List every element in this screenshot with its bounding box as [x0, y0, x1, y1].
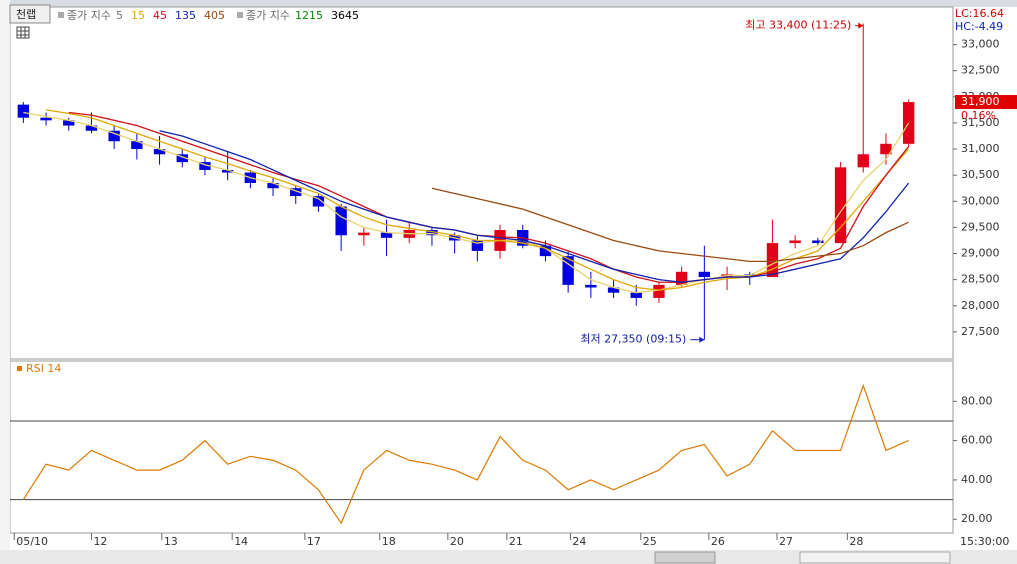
candle-body	[290, 188, 302, 197]
legend-group-label: 종가 지수	[67, 9, 111, 22]
y-tick-label: 30,000	[961, 194, 1000, 207]
candle-body	[607, 287, 620, 293]
x-tick-label: 27	[779, 535, 793, 548]
y-tick-label: 29,000	[961, 247, 1000, 260]
y-tick-label: 80.00	[961, 394, 993, 407]
y-tick-label: 30,500	[961, 168, 1000, 181]
moving-average	[431, 187, 909, 263]
left-margin	[0, 0, 10, 564]
candle-body	[766, 243, 779, 278]
candle-body	[880, 143, 892, 155]
candle-body	[335, 206, 347, 236]
y-tick-label: 60.00	[961, 434, 993, 447]
candle-body	[789, 240, 801, 244]
candle-body	[199, 162, 211, 170]
tag: 천랩	[16, 7, 36, 21]
candle-body	[85, 125, 98, 131]
legend-entry: 3645	[331, 9, 359, 22]
candle-body	[131, 141, 143, 150]
candle-body	[675, 271, 688, 285]
y-tick-label: 33,000	[961, 38, 1000, 51]
scrollbar[interactable]	[0, 550, 1017, 564]
legend-entry: 5	[116, 9, 123, 22]
rsi-label: RSI 14	[26, 362, 61, 375]
candle-body	[562, 256, 574, 285]
candle-body	[63, 120, 75, 126]
candle-body	[834, 167, 847, 244]
y-tick-label: 28,500	[961, 273, 1000, 286]
rsi-line	[22, 383, 909, 525]
change-label: 0.16%	[961, 109, 996, 122]
high-arrowhead	[858, 22, 864, 29]
x-tick-label: 14	[234, 535, 248, 548]
tag-box[interactable]	[9, 4, 51, 24]
x-tick-label: 21	[509, 535, 523, 548]
candle-body	[471, 240, 484, 251]
lc-label: LC:16.64	[955, 7, 1004, 20]
candle-body	[653, 284, 665, 298]
y-tick-label: 20.00	[961, 512, 993, 525]
x-tick-label: 25	[643, 535, 657, 548]
candle-body	[812, 240, 824, 244]
candle-body	[17, 104, 30, 118]
current-price: 31,900	[961, 95, 1000, 108]
y-tick-label: 32,500	[961, 64, 1000, 77]
x-tick-label: 17	[307, 535, 321, 548]
candle-body	[698, 271, 711, 278]
candle-body	[630, 292, 642, 298]
moving-average	[23, 111, 910, 294]
x-tick-label: 12	[93, 535, 107, 548]
y-tick-label: 27,500	[961, 325, 1000, 338]
candle-body	[426, 230, 438, 236]
grid-icon[interactable]	[16, 26, 30, 39]
x-tick-label: 13	[164, 535, 178, 548]
hc-label: HC:-4.49	[955, 20, 1003, 33]
candle-body	[153, 149, 166, 155]
y-tick-label: 29,500	[961, 220, 1000, 233]
top-strip	[0, 0, 1017, 7]
candle-body	[221, 169, 234, 173]
x-tick-label: 24	[572, 535, 586, 548]
y-tick-label: 40.00	[961, 473, 993, 486]
x-tick-label: 28	[849, 535, 863, 548]
low-arrowhead	[699, 336, 705, 343]
candle-body	[358, 232, 370, 236]
candle-body	[312, 196, 325, 207]
x-tick-label: 20	[450, 535, 464, 548]
candle-body	[40, 117, 52, 121]
legend-swatch	[236, 12, 243, 18]
x-tick-label: 05/10	[16, 535, 48, 548]
candle-body	[857, 154, 869, 168]
moving-average	[159, 130, 910, 283]
moving-average	[45, 109, 910, 291]
legend-group-label: 종가 지수	[246, 9, 290, 22]
x-tick-label: 26	[711, 535, 725, 548]
legend-entry: 1215	[295, 9, 323, 22]
price-box	[955, 95, 1017, 110]
legend-entry: 45	[153, 9, 167, 22]
candle-body	[539, 245, 552, 257]
toolbar-buttons[interactable]	[799, 551, 951, 564]
time-label: 15:30:00	[960, 535, 1009, 548]
scroll-thumb[interactable]	[654, 551, 716, 564]
y-tick-label: 31,000	[961, 142, 1000, 155]
candle-body	[380, 232, 393, 238]
legend-entry: 15	[131, 9, 145, 22]
candle-body	[108, 130, 120, 142]
y-tick-label: 31,500	[961, 116, 1000, 129]
x-tick-label: 18	[382, 535, 396, 548]
legend-entry: 135	[175, 9, 196, 22]
candle-body	[585, 284, 597, 288]
legend-entry: 405	[204, 9, 225, 22]
candle-body	[176, 154, 188, 163]
legend-swatch	[58, 12, 64, 18]
high-annotation: 최고 33,400 (11:25)	[745, 19, 851, 32]
y-tick-label: 28,000	[961, 299, 1000, 312]
candle-body	[267, 183, 279, 189]
legend-swatch	[17, 366, 22, 371]
low-annotation: 최저 27,350 (09:15)	[580, 333, 686, 346]
